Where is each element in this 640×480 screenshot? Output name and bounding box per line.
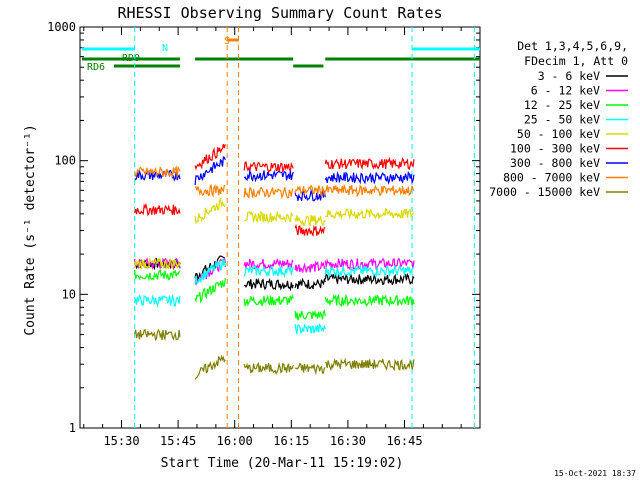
- legend-label: 12 - 25 keV: [524, 98, 600, 112]
- y-tick-label: 10: [62, 287, 76, 301]
- y-axis-label: Count Rate (s⁻¹ detector⁻¹): [23, 124, 38, 335]
- y-tick-label: 1000: [47, 20, 76, 34]
- x-axis-label: Start Time (20-Mar-11 15:19:02): [161, 456, 404, 471]
- y-tick-label: 100: [54, 154, 76, 168]
- x-tick-label: 16:15: [273, 434, 309, 448]
- flag-label-rd0: RD0: [122, 53, 140, 64]
- x-tick-label: 16:30: [330, 434, 366, 448]
- legend-label: 100 - 300 keV: [510, 142, 600, 156]
- chart-title: RHESSI Observing Summary Count Rates: [117, 4, 442, 22]
- series-line: [134, 258, 415, 335]
- series-line: [134, 156, 415, 202]
- x-tick-label: 15:30: [103, 434, 139, 448]
- legend-label: 7000 - 15000 keV: [489, 185, 600, 199]
- legend-label: 25 - 50 keV: [524, 113, 600, 127]
- flag-label-rd6: RD6: [87, 62, 105, 73]
- series-line: [134, 328, 415, 380]
- footer-timestamp: 15-Oct-2021 18:37: [554, 469, 636, 478]
- plot-area: 1 10 100 1000 15:30 15:45 16:00 16:15 16:30 16:45…: [47, 20, 628, 448]
- legend-header-line-1: Det 1,3,4,5,6,9,: [517, 39, 628, 53]
- legend-label: 800 - 7000 keV: [503, 171, 600, 185]
- x-tick-label: 16:45: [386, 434, 422, 448]
- series-line: [134, 197, 415, 271]
- y-tick-label: 1: [69, 421, 76, 435]
- legend-label: 300 - 800 keV: [510, 156, 600, 170]
- x-tick-label: 15:45: [160, 434, 196, 448]
- legend-header-line-2: FDecim 1, Att 0: [524, 54, 628, 68]
- legend-label: 50 - 100 keV: [517, 127, 600, 141]
- legend-label: 6 - 12 keV: [531, 84, 600, 98]
- flag-label-s: S: [224, 36, 230, 47]
- x-tick-label: 16:00: [217, 434, 253, 448]
- flag-label-n: N: [162, 43, 168, 54]
- plot-frame: [79, 26, 481, 429]
- series-line: [134, 165, 415, 200]
- legend-label: 3 - 6 keV: [538, 69, 600, 83]
- series-line: [134, 255, 415, 292]
- series-line: [134, 143, 415, 237]
- series-line: [134, 268, 415, 321]
